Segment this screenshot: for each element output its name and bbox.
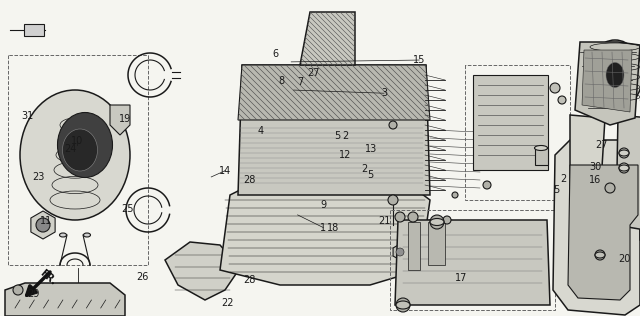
- Polygon shape: [5, 283, 125, 316]
- Text: 10: 10: [70, 136, 83, 146]
- Ellipse shape: [421, 259, 459, 271]
- Text: 9: 9: [320, 200, 326, 210]
- Text: 20: 20: [618, 254, 630, 264]
- Text: 16: 16: [589, 175, 602, 185]
- Circle shape: [558, 96, 566, 104]
- Circle shape: [605, 183, 615, 193]
- Polygon shape: [24, 24, 44, 36]
- Text: 18: 18: [326, 222, 339, 233]
- Polygon shape: [110, 105, 130, 135]
- Text: 19: 19: [118, 113, 131, 124]
- Text: 30: 30: [589, 162, 602, 173]
- Polygon shape: [428, 222, 445, 265]
- Ellipse shape: [83, 233, 90, 237]
- Polygon shape: [408, 222, 420, 270]
- Ellipse shape: [606, 63, 624, 88]
- Polygon shape: [553, 140, 640, 315]
- Circle shape: [550, 83, 560, 93]
- Circle shape: [388, 195, 398, 205]
- Text: 5: 5: [554, 185, 560, 195]
- Circle shape: [396, 298, 410, 312]
- Polygon shape: [395, 220, 550, 305]
- Polygon shape: [582, 50, 632, 112]
- Circle shape: [619, 163, 629, 173]
- Text: 29: 29: [28, 289, 40, 299]
- Circle shape: [396, 248, 404, 256]
- Text: 27: 27: [595, 140, 608, 150]
- Text: 8: 8: [278, 76, 285, 86]
- Ellipse shape: [421, 219, 459, 231]
- Circle shape: [595, 250, 605, 260]
- Text: 28: 28: [243, 275, 256, 285]
- Polygon shape: [575, 42, 640, 125]
- Ellipse shape: [595, 252, 605, 258]
- Text: 27: 27: [307, 68, 320, 78]
- Circle shape: [408, 212, 418, 222]
- Ellipse shape: [20, 90, 130, 220]
- Circle shape: [619, 148, 629, 158]
- Text: 12: 12: [339, 150, 352, 160]
- Circle shape: [443, 216, 451, 224]
- Text: 21: 21: [378, 216, 390, 226]
- Polygon shape: [220, 185, 430, 285]
- Circle shape: [13, 285, 23, 295]
- Text: 13: 13: [365, 143, 378, 154]
- Circle shape: [452, 192, 458, 198]
- Polygon shape: [535, 148, 548, 165]
- Ellipse shape: [63, 129, 97, 171]
- Circle shape: [395, 212, 405, 222]
- Ellipse shape: [430, 218, 444, 226]
- Ellipse shape: [588, 40, 640, 110]
- Text: 24: 24: [64, 143, 77, 154]
- Text: 14: 14: [219, 166, 232, 176]
- Text: 3: 3: [381, 88, 387, 98]
- Polygon shape: [165, 242, 240, 300]
- Polygon shape: [568, 165, 638, 300]
- Polygon shape: [616, 115, 640, 230]
- Text: 2: 2: [560, 173, 566, 184]
- Ellipse shape: [396, 301, 410, 309]
- Text: 28: 28: [243, 175, 256, 185]
- Text: 7: 7: [298, 77, 304, 87]
- Polygon shape: [570, 115, 605, 200]
- Text: 26: 26: [136, 271, 148, 282]
- Text: 1: 1: [320, 222, 326, 233]
- Ellipse shape: [600, 55, 630, 95]
- Text: FR.: FR.: [38, 267, 58, 287]
- Text: 25: 25: [122, 204, 134, 214]
- Text: 2: 2: [342, 131, 349, 141]
- Text: 4: 4: [257, 126, 264, 136]
- Text: 11: 11: [40, 216, 52, 226]
- Polygon shape: [238, 65, 430, 195]
- Circle shape: [483, 181, 491, 189]
- Circle shape: [389, 121, 397, 129]
- Polygon shape: [300, 12, 355, 65]
- Text: 15: 15: [413, 55, 426, 65]
- Ellipse shape: [60, 233, 67, 237]
- Text: 5: 5: [334, 131, 340, 141]
- Text: 22: 22: [221, 298, 234, 308]
- Polygon shape: [238, 65, 430, 120]
- Text: 31: 31: [21, 111, 34, 121]
- Text: 2: 2: [362, 164, 368, 174]
- Text: 5: 5: [367, 170, 373, 180]
- Polygon shape: [393, 244, 407, 260]
- Polygon shape: [31, 211, 55, 239]
- Text: 17: 17: [454, 273, 467, 283]
- Text: 23: 23: [32, 172, 45, 182]
- Ellipse shape: [619, 150, 629, 156]
- Ellipse shape: [619, 165, 629, 171]
- Ellipse shape: [58, 112, 113, 178]
- Polygon shape: [473, 75, 548, 170]
- Circle shape: [430, 215, 444, 229]
- Ellipse shape: [534, 145, 547, 150]
- Text: 6: 6: [272, 49, 278, 59]
- Circle shape: [36, 218, 50, 232]
